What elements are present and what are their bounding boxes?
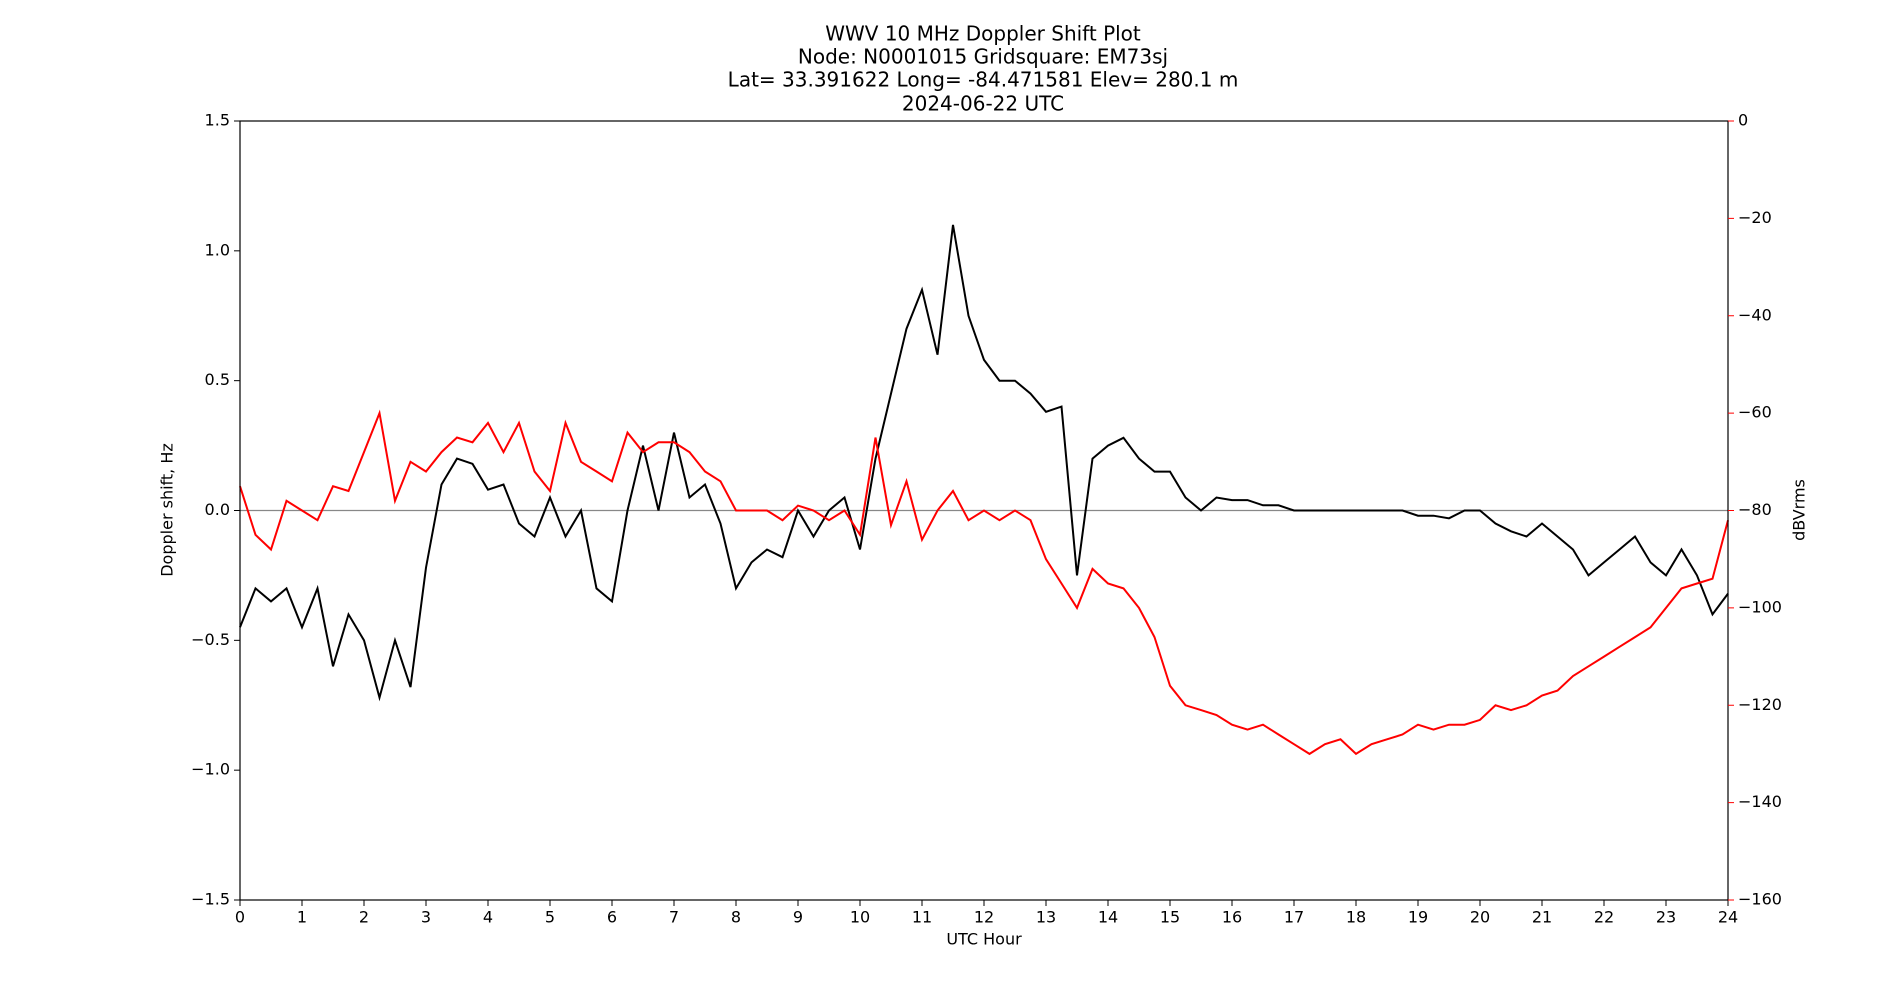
x-tick-label: 15 [1160,908,1180,927]
y2-tick-label: 0 [1738,111,1748,130]
chart-title: WWV 10 MHz Doppler Shift Plot [825,22,1141,46]
y2-tick-label: −80 [1738,500,1772,519]
x-tick-label: 11 [912,908,932,927]
chart-subtitle: Node: N0001015 Gridsquare: EM73sj [798,45,1168,69]
x-tick-label: 24 [1718,908,1738,927]
y-tick-label: −1.0 [191,760,230,779]
x-tick-label: 5 [545,908,555,927]
y-tick-label: 1.5 [205,111,230,130]
chart-subtitle: Lat= 33.391622 Long= -84.471581 Elev= 28… [728,68,1239,92]
x-tick-label: 16 [1222,908,1242,927]
x-tick-label: 1 [297,908,307,927]
y2-tick-label: −160 [1738,890,1782,909]
x-tick-label: 20 [1470,908,1490,927]
y2-tick-label: −60 [1738,403,1772,422]
x-tick-label: 10 [850,908,870,927]
y-tick-label: −0.5 [191,630,230,649]
x-tick-label: 8 [731,908,741,927]
x-tick-label: 6 [607,908,617,927]
x-tick-label: 22 [1594,908,1614,927]
y2-tick-label: −20 [1738,208,1772,227]
x-tick-label: 13 [1036,908,1056,927]
y-axis-label: Doppler shift, Hz [158,443,177,577]
x-tick-label: 7 [669,908,679,927]
x-tick-label: 2 [359,908,369,927]
x-tick-label: 18 [1346,908,1366,927]
y-tick-label: 0.0 [205,500,230,519]
y-tick-label: 0.5 [205,370,230,389]
data-line [239,409,1729,756]
y2-tick-label: −100 [1738,597,1782,616]
y2-tick-label: −40 [1738,305,1772,324]
y2-axis-label: dBVrms [1790,479,1809,541]
x-tick-label: 19 [1408,908,1428,927]
x-tick-label: 9 [793,908,803,927]
x-tick-label: 3 [421,908,431,927]
y2-tick-label: −140 [1738,792,1782,811]
x-tick-label: 12 [974,908,994,927]
y-tick-label: −1.5 [191,890,230,909]
data-line [239,224,1729,702]
x-tick-label: 23 [1656,908,1676,927]
x-tick-label: 21 [1532,908,1552,927]
chart-subtitle: 2024-06-22 UTC [902,92,1064,116]
x-tick-label: 17 [1284,908,1304,927]
x-tick-label: 0 [235,908,245,927]
x-axis-label: UTC Hour [946,930,1022,949]
y2-tick-label: −120 [1738,695,1782,714]
x-tick-label: 4 [483,908,493,927]
x-tick-label: 14 [1098,908,1118,927]
y-tick-label: 1.0 [205,240,230,259]
